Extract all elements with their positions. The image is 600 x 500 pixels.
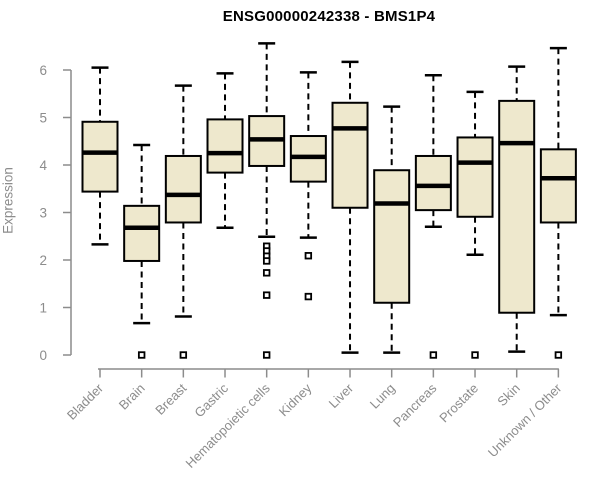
boxplot-bladder xyxy=(81,66,119,246)
y-tick-label: 2 xyxy=(39,253,47,268)
boxplot-gastric xyxy=(206,72,244,229)
outlier-point xyxy=(304,292,313,301)
x-category-label: Breast xyxy=(152,380,189,417)
x-category-label: Prostate xyxy=(436,381,481,426)
x-category-label: Skin xyxy=(494,381,522,409)
y-tick-label: 0 xyxy=(39,348,47,363)
y-tick-label: 1 xyxy=(39,300,47,315)
y-tick-label: 3 xyxy=(39,205,47,220)
outlier-point xyxy=(304,252,313,260)
x-category-label: Bladder xyxy=(64,380,107,423)
box-iqr xyxy=(81,120,119,193)
outlier-point xyxy=(137,351,146,359)
boxplot-breast xyxy=(164,84,202,359)
x-category-label: Brain xyxy=(116,381,148,413)
y-tick-label: 5 xyxy=(39,110,47,125)
box-iqr xyxy=(164,154,202,224)
x-category-label: Unknown / Other xyxy=(485,380,565,460)
outlier-point xyxy=(262,291,271,299)
boxplot-skin xyxy=(498,65,536,353)
boxplot-liver xyxy=(331,60,369,354)
box-iqr xyxy=(414,154,452,212)
boxplot-kidney xyxy=(289,71,327,301)
box-iqr xyxy=(331,101,369,209)
box-iqr xyxy=(373,169,411,304)
outlier-point xyxy=(179,351,188,359)
x-category-label: Liver xyxy=(326,380,357,411)
y-tick-label: 4 xyxy=(39,158,47,173)
outlier-point xyxy=(554,351,563,359)
boxplot-unknown-other xyxy=(539,46,577,359)
outlier-point xyxy=(471,351,479,359)
x-category-label: Gastric xyxy=(191,380,231,420)
box-iqr xyxy=(539,148,577,224)
boxplot-lung xyxy=(373,105,411,354)
boxplot-prostate xyxy=(456,90,494,359)
box-iqr xyxy=(498,99,536,314)
chart-title: ENSG00000242338 - BMS1P4 xyxy=(222,8,436,25)
box-iqr xyxy=(206,118,244,174)
outlier-point xyxy=(262,269,271,277)
y-tick-label: 6 xyxy=(39,63,47,78)
outlier-point xyxy=(262,351,271,359)
outlier-point xyxy=(262,257,271,265)
box-iqr xyxy=(456,136,494,218)
boxplot-brain xyxy=(123,143,161,359)
x-category-label: Pancreas xyxy=(390,380,440,430)
outlier-point xyxy=(429,351,438,359)
x-category-label: Kidney xyxy=(276,380,315,419)
boxplot-hematopoietic-cells xyxy=(248,42,286,359)
y-axis: 0 1 2 3 4 5 6 xyxy=(39,63,72,363)
box-iqr xyxy=(123,204,161,262)
boxplot-pancreas xyxy=(414,73,452,359)
x-category-label: Lung xyxy=(367,381,398,412)
